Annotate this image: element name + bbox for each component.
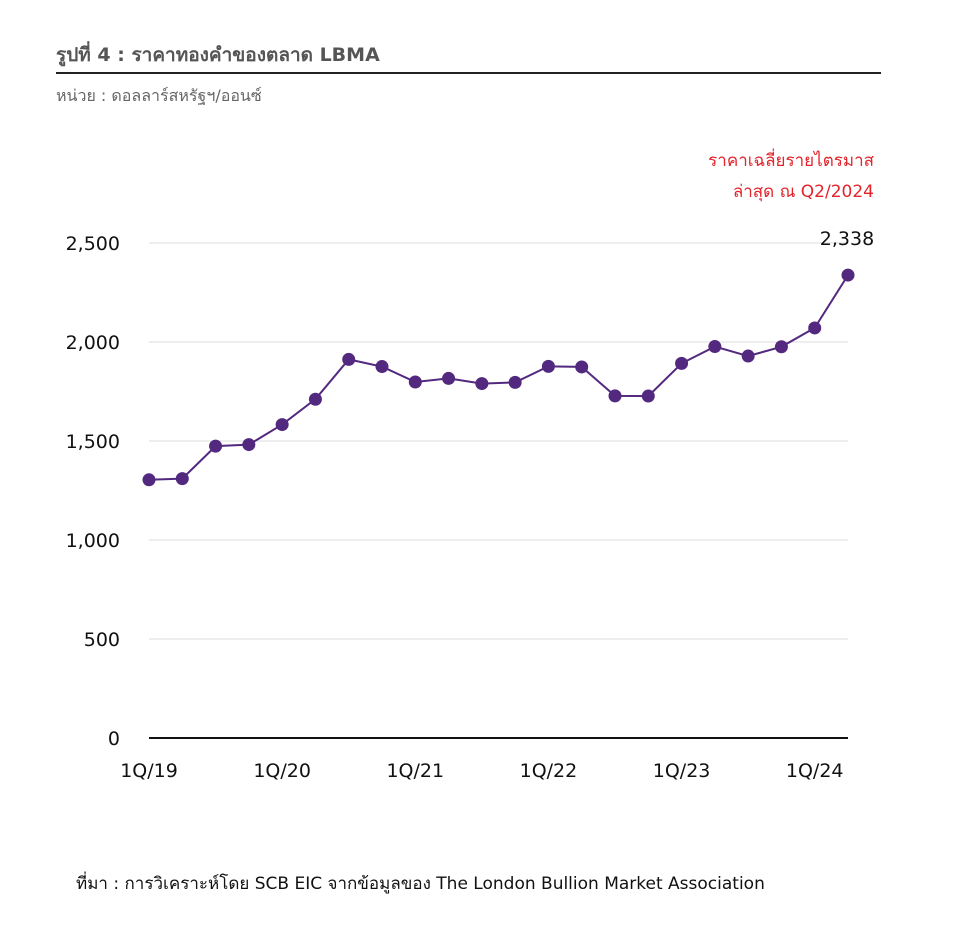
data-point [275,418,289,432]
data-point [841,268,855,282]
latest-value-annotation: ราคาเฉลี่ยรายไตรมาส ล่าสุด ณ Q2/2024 [708,146,874,208]
y-tick-label: 2,500 [66,233,120,255]
title-underline [56,72,881,74]
y-tick-label: 1,500 [66,431,120,453]
last-value-label: 2,338 [820,228,874,250]
annotation-line-2: ล่าสุด ณ Q2/2024 [732,182,874,202]
data-point [342,352,356,366]
y-tick-label: 500 [84,629,120,651]
data-point [142,473,156,487]
x-tick-label: 1Q/24 [786,760,844,782]
data-point [442,371,456,385]
y-tick-label: 1,000 [66,530,120,552]
annotation-line-1: ราคาเฉลี่ยรายไตรมาส [708,151,874,171]
data-point [608,389,622,403]
data-point [175,472,189,486]
data-point [708,340,722,354]
data-point [541,359,555,373]
source-note: ที่มา : การวิเคราะห์โดย SCB EIC จากข้อมู… [76,874,765,894]
data-point [475,377,489,391]
data-point [242,438,256,452]
y-tick-label: 0 [108,728,120,750]
data-point [641,389,655,403]
x-tick-label: 1Q/19 [120,760,178,782]
gold-price-series-line [148,274,849,481]
chart-title: รูปที่ 4 : ราคาทองคำของตลาด LBMA [56,44,380,66]
x-tick-label: 1Q/22 [520,760,578,782]
x-tick-label: 1Q/23 [653,760,711,782]
data-point [508,375,522,389]
data-point [675,356,689,370]
data-point [575,360,589,374]
data-point [308,392,322,406]
unit-label: หน่วย : ดอลลาร์สหรัฐฯ/ออนซ์ [56,86,262,105]
data-point [774,340,788,354]
data-point [375,360,389,374]
data-point [808,321,822,335]
y-tick-label: 2,000 [66,332,120,354]
data-point [741,349,755,363]
data-point [408,375,422,389]
data-point [209,439,223,453]
x-tick-label: 1Q/21 [386,760,444,782]
x-tick-label: 1Q/20 [253,760,311,782]
